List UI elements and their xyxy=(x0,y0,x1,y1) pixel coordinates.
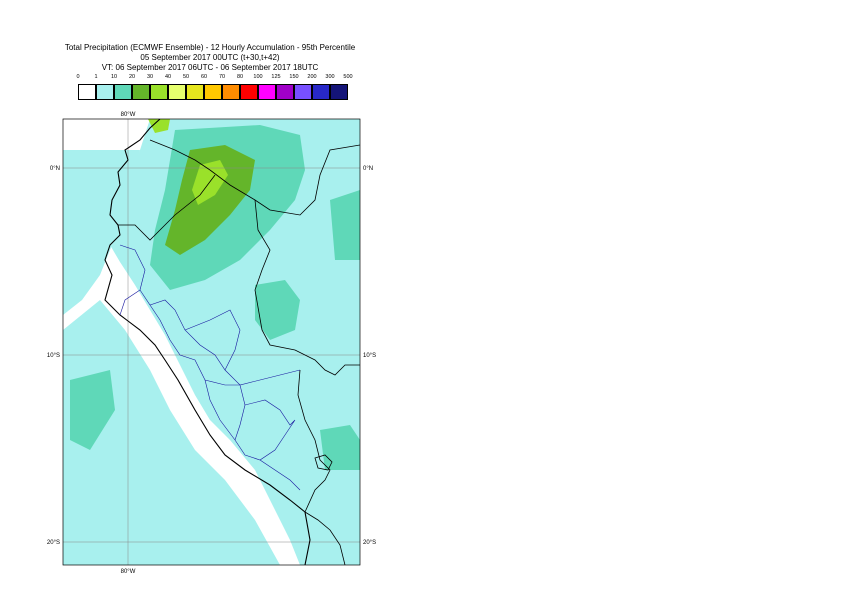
legend-color-swatch xyxy=(258,84,276,100)
legend-threshold-label: 125 xyxy=(271,74,281,80)
moderate-precip-area xyxy=(255,280,300,340)
region-borders xyxy=(119,244,301,491)
moderate-precip-area xyxy=(320,425,360,470)
precipitation-legend: 0 1 10 20 30 40 50 60 70 80 100 125 150 200 300 500 xyxy=(76,74,353,104)
lat-label-0-right: 0°N xyxy=(363,166,373,172)
legend-threshold-label: 500 xyxy=(343,74,353,80)
map-field xyxy=(63,119,360,565)
legend-color-swatch xyxy=(204,84,222,100)
legend-color-swatch xyxy=(150,84,168,100)
border-chile-bolivia xyxy=(304,511,346,565)
legend-color-swatch xyxy=(222,84,240,100)
lon-label-bottom: 80°W xyxy=(121,569,136,575)
legend-threshold-label: 80 xyxy=(236,74,244,80)
map-base-time: 05 September 2017 00UTC (t+30,t+42) xyxy=(140,53,280,62)
legend-threshold-label: 1 xyxy=(94,74,98,80)
legend-threshold-label: 30 xyxy=(146,74,154,80)
legend-threshold-label: 40 xyxy=(164,74,172,80)
moderate-precip-area xyxy=(70,370,115,450)
legend-threshold-label: 20 xyxy=(128,74,136,80)
legend-threshold-label: 0 xyxy=(76,74,80,80)
legend-color-swatch xyxy=(96,84,114,100)
map-frame xyxy=(62,118,361,566)
legend-color-swatch xyxy=(294,84,312,100)
legend-threshold-label: 300 xyxy=(325,74,335,80)
legend-threshold-label: 100 xyxy=(253,74,263,80)
legend-color-swatch xyxy=(330,84,348,100)
heavy-precip-area xyxy=(165,145,255,255)
light-precip-band xyxy=(63,150,140,315)
legend-threshold-label: 150 xyxy=(289,74,299,80)
legend-threshold-label: 10 xyxy=(110,74,118,80)
legend-color-swatch xyxy=(240,84,258,100)
border-peru-bolivia xyxy=(297,369,331,513)
coastline xyxy=(104,119,311,565)
border-peru-ecuador xyxy=(118,174,216,241)
legend-color-swatch xyxy=(168,84,186,100)
lat-label-20-left: 20°S xyxy=(47,540,60,546)
legend-threshold-label: 60 xyxy=(200,74,208,80)
legend-color-swatch xyxy=(78,84,96,100)
lat-label-20-right: 20°S xyxy=(363,540,376,546)
legend-color-swatch xyxy=(312,84,330,100)
lat-label-0-left: 0°N xyxy=(50,166,60,172)
border-ecuador-colombia xyxy=(149,139,360,216)
lon-label-top: 80°W xyxy=(121,112,136,118)
lat-label-10-right: 10°S xyxy=(363,353,376,359)
lat-label-10-left: 10°S xyxy=(47,353,60,359)
legend-color-swatch xyxy=(132,84,150,100)
moderate-precip-area xyxy=(330,190,360,260)
border-peru-brazil xyxy=(254,199,360,376)
legend-color-swatch xyxy=(114,84,132,100)
lake-titicaca xyxy=(314,454,333,471)
map-valid-time: VT: 06 September 2017 06UTC - 06 Septemb… xyxy=(101,63,319,72)
map-title: Total Precipitation (ECMWF Ensemble) - 1… xyxy=(64,43,356,52)
very-heavy-precip-area xyxy=(148,119,170,133)
legend-threshold-label: 200 xyxy=(307,74,317,80)
legend-threshold-label: 50 xyxy=(182,74,190,80)
legend-color-swatch xyxy=(276,84,294,100)
legend-color-swatch xyxy=(186,84,204,100)
legend-threshold-label: 70 xyxy=(218,74,226,80)
light-precip-band xyxy=(63,300,280,565)
